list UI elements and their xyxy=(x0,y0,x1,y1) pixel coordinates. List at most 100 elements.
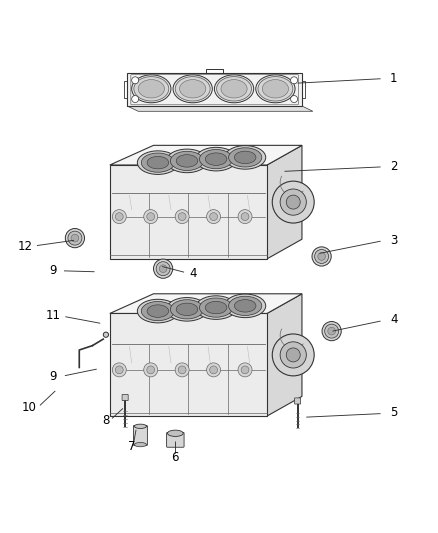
Ellipse shape xyxy=(205,153,227,165)
Circle shape xyxy=(156,262,170,276)
Text: 5: 5 xyxy=(390,406,397,419)
Ellipse shape xyxy=(229,148,262,167)
Circle shape xyxy=(71,235,79,242)
Circle shape xyxy=(286,348,300,362)
Ellipse shape xyxy=(141,153,174,172)
Ellipse shape xyxy=(176,303,198,316)
Ellipse shape xyxy=(225,146,266,169)
Ellipse shape xyxy=(199,298,233,317)
Ellipse shape xyxy=(196,147,237,171)
Ellipse shape xyxy=(167,430,183,437)
Circle shape xyxy=(322,321,341,341)
Circle shape xyxy=(112,363,126,377)
Ellipse shape xyxy=(229,296,262,316)
Circle shape xyxy=(115,366,123,374)
Ellipse shape xyxy=(134,77,169,101)
Text: 6: 6 xyxy=(172,451,179,464)
Polygon shape xyxy=(267,294,302,416)
Text: 2: 2 xyxy=(390,159,397,173)
Circle shape xyxy=(238,209,252,224)
Circle shape xyxy=(178,213,186,221)
Text: 10: 10 xyxy=(21,401,36,414)
Polygon shape xyxy=(127,74,302,106)
Polygon shape xyxy=(110,313,267,416)
Ellipse shape xyxy=(175,77,210,101)
Ellipse shape xyxy=(176,155,198,167)
Circle shape xyxy=(112,209,126,224)
Ellipse shape xyxy=(132,75,171,103)
Circle shape xyxy=(65,229,85,248)
Ellipse shape xyxy=(234,151,256,164)
Ellipse shape xyxy=(196,296,237,319)
Circle shape xyxy=(312,247,331,266)
Circle shape xyxy=(238,363,252,377)
Ellipse shape xyxy=(138,79,164,98)
Circle shape xyxy=(210,366,218,374)
Ellipse shape xyxy=(234,300,256,312)
Circle shape xyxy=(272,334,314,376)
Circle shape xyxy=(241,366,249,374)
FancyBboxPatch shape xyxy=(122,394,128,400)
Ellipse shape xyxy=(170,151,204,171)
Ellipse shape xyxy=(141,302,174,321)
Polygon shape xyxy=(110,146,302,165)
Circle shape xyxy=(144,209,158,224)
Ellipse shape xyxy=(258,77,293,101)
Ellipse shape xyxy=(134,424,147,429)
Ellipse shape xyxy=(166,297,208,321)
Text: 12: 12 xyxy=(17,240,32,253)
Circle shape xyxy=(103,332,109,337)
Circle shape xyxy=(159,265,167,272)
Circle shape xyxy=(241,213,249,221)
Circle shape xyxy=(318,253,325,260)
Circle shape xyxy=(314,249,328,263)
Polygon shape xyxy=(110,165,267,259)
Ellipse shape xyxy=(205,301,227,314)
Circle shape xyxy=(175,209,189,224)
Ellipse shape xyxy=(138,300,178,323)
Circle shape xyxy=(207,363,221,377)
Ellipse shape xyxy=(215,75,254,103)
Ellipse shape xyxy=(147,305,169,317)
Ellipse shape xyxy=(256,75,295,103)
Circle shape xyxy=(280,342,306,368)
Circle shape xyxy=(153,259,173,278)
Text: 11: 11 xyxy=(46,309,60,322)
Circle shape xyxy=(207,209,221,224)
FancyBboxPatch shape xyxy=(294,398,300,404)
Text: 9: 9 xyxy=(49,264,57,277)
Circle shape xyxy=(280,189,306,215)
Text: 9: 9 xyxy=(49,370,57,383)
Ellipse shape xyxy=(180,79,206,98)
Circle shape xyxy=(290,77,297,84)
Circle shape xyxy=(290,95,297,102)
Ellipse shape xyxy=(138,151,178,174)
Circle shape xyxy=(147,213,155,221)
Circle shape xyxy=(286,195,300,209)
Ellipse shape xyxy=(166,149,208,173)
Ellipse shape xyxy=(216,77,251,101)
Circle shape xyxy=(175,363,189,377)
Circle shape xyxy=(132,95,139,102)
Ellipse shape xyxy=(134,442,147,447)
Text: 7: 7 xyxy=(128,440,135,453)
Circle shape xyxy=(325,324,339,338)
Ellipse shape xyxy=(221,79,247,98)
Circle shape xyxy=(68,231,82,245)
Polygon shape xyxy=(267,146,302,259)
Circle shape xyxy=(144,363,158,377)
Ellipse shape xyxy=(199,150,233,169)
FancyBboxPatch shape xyxy=(166,432,184,447)
Ellipse shape xyxy=(262,79,289,98)
Polygon shape xyxy=(110,294,302,313)
Text: 4: 4 xyxy=(390,313,397,326)
Ellipse shape xyxy=(170,300,204,319)
Text: 3: 3 xyxy=(390,234,397,247)
Circle shape xyxy=(328,327,336,335)
FancyBboxPatch shape xyxy=(134,425,148,446)
Circle shape xyxy=(115,213,123,221)
Circle shape xyxy=(272,181,314,223)
Text: 1: 1 xyxy=(390,72,397,85)
Circle shape xyxy=(210,213,218,221)
Circle shape xyxy=(178,366,186,374)
